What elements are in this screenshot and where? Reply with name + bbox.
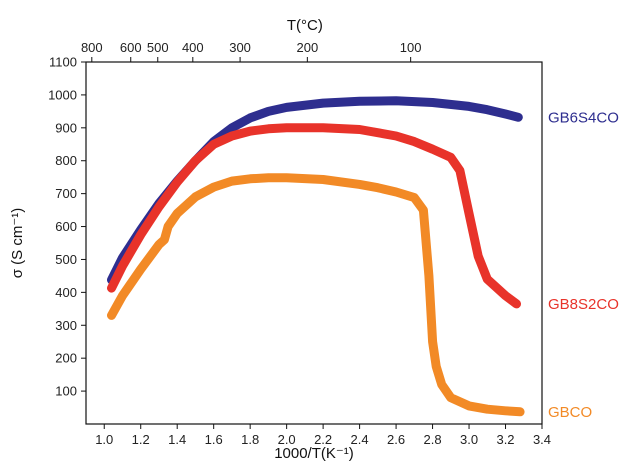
x-tick-label: 2.8 [424,432,442,447]
y-tick-label: 700 [55,186,77,201]
y-tick-label: 1100 [49,55,77,70]
y-axis: 100 200 300 400 500 600 700 800 900 1000 1100 [48,55,86,399]
series-label-gbco: GBCO [548,404,592,421]
y-tick-label: 100 [55,384,77,399]
y-axis-title: σ (S cm⁻¹) [9,208,26,279]
x-tick-label: 2.2 [314,432,332,447]
top-tick-label: 200 [296,40,318,55]
x-tick-label: 1.0 [95,432,113,447]
top-tick-label: 600 [120,40,142,55]
x-tick-label: 1.8 [241,432,259,447]
x-tick-label: 2.6 [387,432,405,447]
y-tick-label: 400 [55,285,77,300]
series-labels: GB6S4CO GB8S2CO GBCO [548,109,619,421]
x-axis: 1.0 1.2 1.4 1.6 1.8 2.0 2.2 2.4 2.6 2.8 3.0 3.2 3.4 [95,424,551,447]
x-tick-label: 1.2 [132,432,150,447]
x-tick-label: 2.4 [351,432,369,447]
series-line-gb8s2co [107,123,521,309]
y-tick-label: 500 [55,252,77,267]
x-tick-label: 1.6 [205,432,223,447]
top-temperature-axis: 800 600 500 400 300 200 100 [81,40,422,62]
x-tick-label: 2.0 [278,432,296,447]
plot-frame [85,61,543,425]
y-tick-label: 1000 [48,87,77,102]
series-line-gbco [107,173,525,417]
y-tick-label: 800 [55,153,77,168]
y-tick-label: 200 [55,351,77,366]
top-tick-label: 100 [400,40,422,55]
series-label-gb6s4co: GB6S4CO [548,109,619,126]
y-tick-label: 300 [55,318,77,333]
x-tick-label: 3.0 [460,432,478,447]
y-tick-label: 600 [55,219,77,234]
series-label-gb8s2co: GB8S2CO [548,296,619,313]
top-axis-title: T(°C) [287,17,323,34]
top-tick-label: 300 [229,40,251,55]
x-tick-label: 3.4 [533,432,551,447]
top-tick-label: 500 [147,40,169,55]
series-lines [107,96,525,417]
y-tick-label: 900 [55,120,77,135]
x-tick-label: 3.2 [496,432,514,447]
top-tick-label: 800 [81,40,103,55]
top-tick-label: 400 [182,40,204,55]
x-tick-label: 1.4 [168,432,186,447]
x-axis-title: 1000/T(K⁻¹) [274,445,354,462]
